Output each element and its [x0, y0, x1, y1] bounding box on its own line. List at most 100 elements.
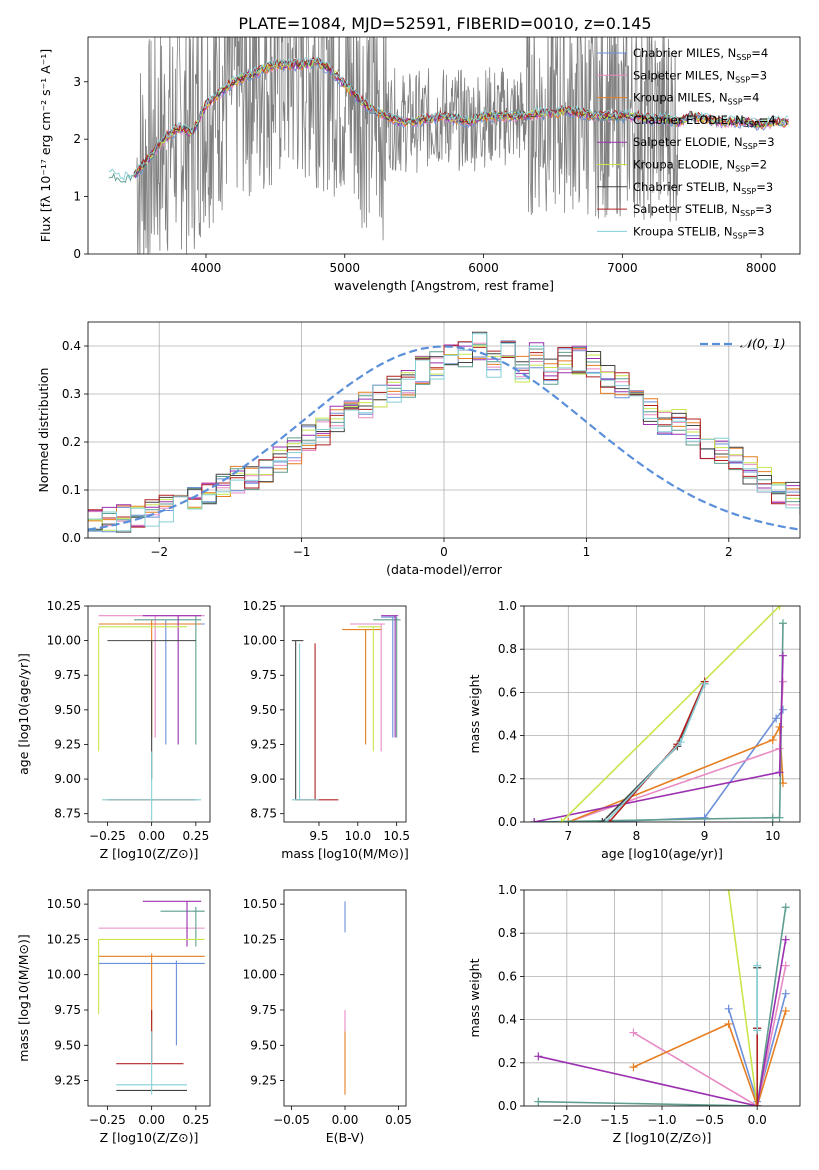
mass-weight-series [538, 907, 787, 1106]
series-marker [778, 705, 787, 714]
histogram-series [88, 341, 800, 527]
plot-area [524, 606, 800, 822]
axes-frame [523, 605, 801, 823]
series-marker [775, 722, 784, 731]
y-tick-label: 0.2 [498, 772, 517, 786]
series-marker [772, 714, 781, 723]
series-marker [753, 961, 762, 970]
errorbar-point [160, 906, 205, 947]
y-tick-label: 10.25 [47, 932, 81, 946]
histogram-series [88, 341, 800, 522]
x-tick-label: 2 [725, 545, 733, 559]
axes-frame [87, 605, 211, 823]
y-tick-label: 3 [73, 75, 81, 89]
errorbar-point [381, 615, 399, 738]
x-tick-label: 0.0 [748, 1113, 767, 1127]
y-tick-label: 10.00 [243, 968, 277, 982]
y-tick-label: 0.2 [62, 435, 81, 449]
series-marker [700, 813, 709, 822]
legend-entry: Salpeter STELIB, NSSP=3 [633, 202, 772, 218]
series-marker [753, 1026, 762, 1035]
y-tick-label: 8.75 [54, 807, 81, 821]
x-tick-label: 5000 [329, 261, 360, 275]
x-axis-label: mass [log10(M/M⊙)] [281, 846, 409, 861]
histogram-series [88, 331, 800, 533]
legend-entry: 𝒩(0, 1) [740, 336, 786, 351]
y-tick-label: 9.50 [54, 1038, 81, 1052]
y-tick-label: 0.3 [62, 387, 81, 401]
y-axis-label: Normed distribution [36, 368, 51, 493]
errorbar-point [295, 643, 339, 801]
x-tick-label: 0.00 [138, 829, 165, 843]
mass-weight-series [568, 681, 784, 822]
legend-entry: Kroupa STELIB, NSSP=3 [633, 224, 764, 240]
x-axis-label: Z [log10(Z/Z⊙)] [100, 846, 199, 861]
y-tick-label: 9.25 [250, 1074, 277, 1088]
mass-weight-series [560, 606, 781, 822]
errorbar-point [357, 626, 382, 752]
series-marker [557, 818, 566, 822]
y-tick-label: 1.0 [498, 883, 517, 897]
series-marker [724, 1019, 733, 1028]
x-tick-label: −1.5 [600, 1113, 629, 1127]
mass-weight-series [727, 890, 758, 1106]
plot-area [524, 890, 800, 1106]
x-tick-label: 7 [564, 829, 572, 843]
x-tick-label: 4000 [191, 261, 222, 275]
y-tick-label: 9.75 [250, 1003, 277, 1017]
x-tick-label: −1.0 [647, 1113, 676, 1127]
x-axis-label: Z [log10(Z/Z⊙)] [100, 1130, 199, 1145]
series-marker [753, 1102, 762, 1106]
mass-weight-series [568, 724, 784, 822]
errorbar-point [116, 1010, 184, 1065]
errorbar-point [98, 925, 205, 947]
plot-area [108, 37, 789, 254]
model-spectrum [108, 56, 789, 181]
series-marker [598, 818, 607, 822]
series-marker [781, 961, 790, 970]
x-tick-label: 0.25 [182, 1113, 209, 1127]
series-marker [781, 989, 790, 998]
series-marker [534, 1052, 543, 1061]
errorbar-point [291, 640, 304, 800]
x-tick-label: −0.25 [89, 1113, 126, 1127]
y-tick-label: 9.00 [54, 772, 81, 786]
series-marker [778, 619, 787, 628]
axes-frame [87, 321, 801, 539]
mass-weight-series [538, 939, 787, 1106]
errorbar-point [98, 626, 188, 752]
y-tick-label: 2 [73, 132, 81, 146]
errorbar-point [98, 619, 202, 738]
series-marker [700, 679, 709, 688]
legend-entry: Salpeter ELODIE, NSSP=3 [633, 135, 775, 151]
y-tick-label: 9.25 [54, 1074, 81, 1088]
y-tick-label: 0.1 [62, 483, 81, 497]
errorbar-point [373, 617, 401, 738]
x-tick-label: −0.25 [89, 829, 126, 843]
panel-residuals: −2 −1 0 1 2 0.0 0.1 0.2 0.3 0.4 (data-model)/error… [36, 321, 801, 577]
y-axis-label: mass weight [467, 674, 482, 753]
x-tick-label: 9 [701, 829, 709, 843]
series-marker [564, 818, 573, 822]
panel-massweight_vs_age: 7 8 9 10 0.0 0.2 0.4 0.6 0.8 1.0 age [log10(age/yr… [467, 599, 801, 861]
histogram-series [88, 341, 800, 528]
axes-frame [283, 605, 407, 823]
series-marker [781, 903, 790, 912]
y-tick-label: 0.4 [62, 339, 81, 353]
y-axis-label: mass [log10(M/M⊙)] [16, 934, 31, 1062]
series-marker [530, 818, 539, 822]
x-axis-label: wavelength [Angstrom, rest frame] [334, 278, 554, 293]
y-tick-label: 9.25 [54, 737, 81, 751]
series-marker [778, 651, 787, 660]
y-tick-label: 0.4 [498, 729, 517, 743]
panel-spectrum: 4000 5000 6000 7000 8000 0 1 2 3 wavelength [Angs… [38, 36, 801, 293]
y-axis-label: mass weight [467, 958, 482, 1037]
mass-weight-series [632, 965, 787, 1106]
series-marker [775, 606, 784, 610]
panel-mass_vs_Z: −0.25 0.00 0.25 9.25 9.50 9.75 10.00 10.25 10.50… [16, 889, 211, 1145]
x-tick-label: 9.5 [309, 829, 328, 843]
y-tick-label: 10.50 [243, 897, 277, 911]
y-tick-label: 9.25 [250, 737, 277, 751]
legend: Chabrier MILES, NSSP=4 Salpeter MILES, NS… [597, 46, 776, 240]
y-tick-label: 0.6 [498, 685, 517, 699]
